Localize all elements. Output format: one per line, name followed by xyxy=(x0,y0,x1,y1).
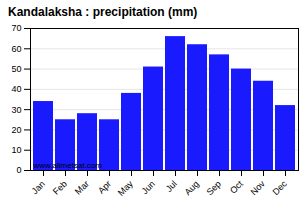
svg-text:May: May xyxy=(116,178,135,197)
html-text:Kandalaksha : precipitation (m: Kandalaksha : precipitation (mm) xyxy=(8,5,198,19)
svg-text:40: 40 xyxy=(11,84,21,94)
svg-text:70: 70 xyxy=(11,23,21,33)
svg-text:30: 30 xyxy=(11,105,21,115)
svg-text:Dec: Dec xyxy=(271,178,290,197)
svg-text:60: 60 xyxy=(11,44,21,54)
svg-text:50: 50 xyxy=(11,64,21,74)
svg-text:0: 0 xyxy=(16,165,21,175)
svg-text:Mar: Mar xyxy=(73,179,91,197)
svg-text:Jul: Jul xyxy=(164,179,179,194)
svg-text:20: 20 xyxy=(11,125,21,135)
svg-text:www.allmetsat.com: www.allmetsat.com xyxy=(33,161,103,170)
svg-text:10: 10 xyxy=(11,145,21,155)
svg-text:Oct: Oct xyxy=(228,178,245,195)
svg-text:Jun: Jun xyxy=(140,179,157,196)
svg-text:Apr: Apr xyxy=(96,179,113,196)
svg-text:Aug: Aug xyxy=(183,179,201,197)
svg-text:Feb: Feb xyxy=(51,179,69,197)
svg-text:Jan: Jan xyxy=(30,179,47,196)
svg-text:Nov: Nov xyxy=(249,178,268,197)
svg-text:Sep: Sep xyxy=(205,179,223,197)
